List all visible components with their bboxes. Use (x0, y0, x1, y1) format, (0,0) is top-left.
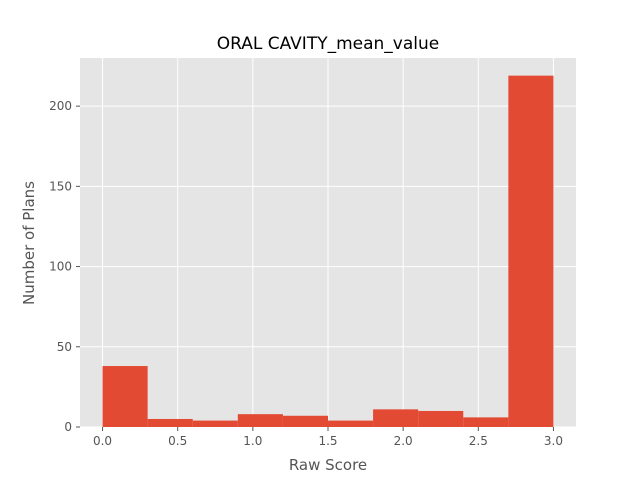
x-tick-label: 1.0 (243, 434, 262, 448)
x-tick-label: 1.5 (318, 434, 337, 448)
bars (102, 75, 554, 427)
histogram-bar (418, 410, 464, 427)
x-axis-label: Raw Score (289, 456, 367, 474)
histogram-bar (373, 409, 419, 427)
y-axis-ticks: 0 50 100 150 200 (49, 99, 80, 434)
histogram-bar (147, 418, 193, 427)
y-tick-label: 0 (64, 420, 72, 434)
x-tick-label: 2.0 (394, 434, 413, 448)
x-tick-label: 0.0 (93, 434, 112, 448)
histogram-bar (463, 417, 509, 427)
histogram-bar (328, 420, 374, 427)
x-axis-ticks: 0.0 0.5 1.0 1.5 2.0 2.5 3.0 (93, 427, 563, 448)
chart-title: ORAL CAVITY_mean_value (217, 34, 439, 54)
y-tick-label: 200 (49, 99, 72, 113)
histogram-bar (282, 415, 328, 427)
x-tick-label: 0.5 (168, 434, 187, 448)
histogram-bar (192, 420, 238, 427)
x-tick-label: 2.5 (469, 434, 488, 448)
y-tick-label: 150 (49, 179, 72, 193)
y-tick-label: 100 (49, 260, 72, 274)
x-tick-label: 3.0 (544, 434, 563, 448)
histogram-bar (102, 366, 148, 427)
histogram-bar (237, 414, 283, 427)
histogram-bar (508, 75, 554, 427)
y-tick-label: 50 (57, 340, 72, 354)
y-axis-label: Number of Plans (20, 181, 38, 305)
